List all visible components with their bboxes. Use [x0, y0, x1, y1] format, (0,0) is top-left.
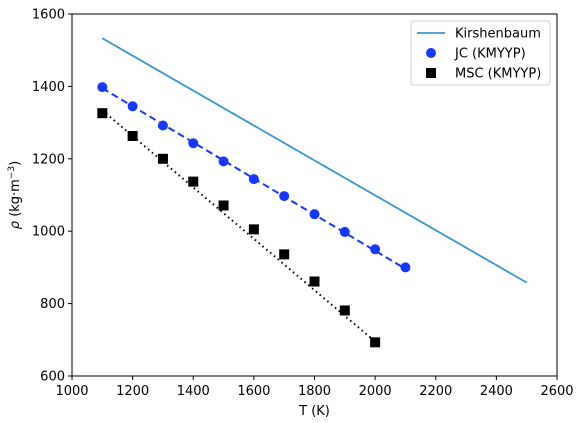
data-point-jc-kmyyp [218, 156, 229, 167]
y-axis-title-unit-end: ) [8, 161, 23, 166]
x-tick-label: 1200 [116, 384, 149, 399]
series-line-kirshenbaum [101, 37, 528, 284]
data-point-msc-kmyyp [309, 276, 320, 287]
y-axis-title: ρ (kg·m−3) [7, 161, 23, 229]
data-point-jc-kmyyp [339, 226, 350, 237]
y-tick-label: 600 [40, 370, 65, 385]
data-point-msc-kmyyp [218, 200, 229, 211]
x-tick-label: 2000 [359, 384, 392, 399]
data-point-jc-kmyyp [248, 174, 259, 185]
y-axis: 600 800 1000 1200 1400 1600 [32, 8, 72, 385]
legend-label-kirshenbaum: Kirshenbaum [455, 27, 541, 42]
x-tick-label: 1600 [237, 384, 270, 399]
legend: Kirshenbaum JC (KMYYP) MSC (KMYYP) [410, 20, 551, 86]
y-tick-label: 1400 [32, 80, 65, 95]
data-point-msc-kmyyp [97, 108, 108, 119]
data-point-jc-kmyyp [370, 244, 381, 255]
legend-swatch-msc-kmyyp [426, 68, 436, 78]
data-point-msc-kmyyp [370, 337, 381, 348]
data-point-jc-kmyyp [309, 209, 320, 220]
y-axis-title-symbol: ρ [8, 220, 23, 229]
x-tick-label: 1400 [177, 384, 210, 399]
legend-label-msc-kmyyp: MSC (KMYYP) [455, 67, 541, 82]
x-tick-label: 1800 [298, 384, 331, 399]
y-axis-title-exponent: −3 [7, 166, 17, 179]
data-point-jc-kmyyp [188, 138, 199, 149]
x-tick-label: 2400 [480, 384, 513, 399]
x-axis: 1000 1200 1400 1600 1800 2000 2200 2400 2600 [55, 376, 574, 399]
data-point-msc-kmyyp [188, 176, 199, 187]
y-tick-label: 800 [40, 297, 65, 312]
data-point-msc-kmyyp [339, 305, 350, 316]
data-point-jc-kmyyp [400, 262, 411, 273]
data-point-msc-kmyyp [157, 153, 168, 164]
legend-label-jc-kmyyp: JC (KMYYP) [454, 47, 526, 62]
x-axis-title: T (K) [298, 404, 330, 419]
data-point-jc-kmyyp [157, 120, 168, 131]
data-point-jc-kmyyp [127, 101, 138, 112]
x-tick-label: 2600 [540, 384, 573, 399]
y-axis-title-unit: (kg·m [8, 179, 23, 221]
y-tick-label: 1200 [32, 152, 65, 167]
data-point-msc-kmyyp [279, 249, 290, 260]
x-tick-label: 2200 [419, 384, 452, 399]
data-point-msc-kmyyp [127, 130, 138, 141]
y-tick-label: 1600 [32, 8, 65, 23]
data-point-msc-kmyyp [248, 224, 259, 235]
data-point-jc-kmyyp [279, 191, 290, 202]
legend-box [410, 20, 551, 86]
legend-swatch-jc-kmyyp [426, 48, 436, 58]
x-tick-label: 1000 [55, 384, 88, 399]
data-point-jc-kmyyp [97, 82, 108, 93]
y-tick-label: 1000 [32, 225, 65, 240]
